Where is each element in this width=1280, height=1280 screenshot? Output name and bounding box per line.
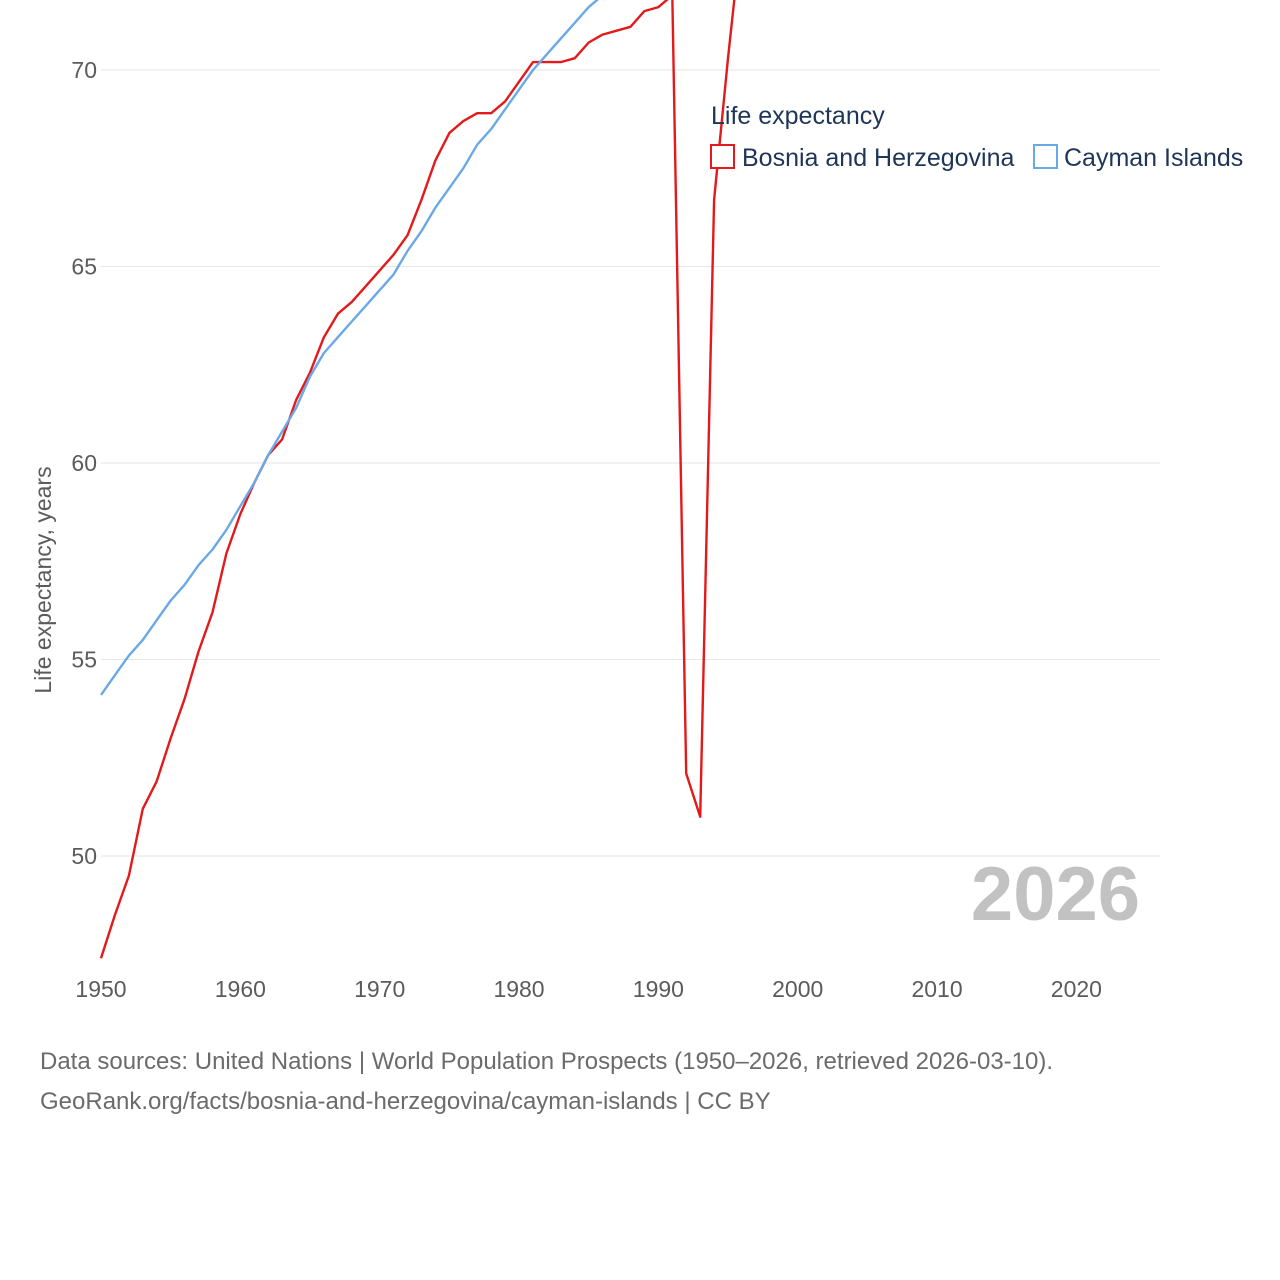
x-tick-label: 2020 <box>1051 976 1102 1002</box>
source-link[interactable]: GeoRank.org/facts/bosnia-and-herzegovina… <box>40 1088 771 1115</box>
y-tick-label: 65 <box>71 254 97 280</box>
y-tick-label: 55 <box>71 647 97 673</box>
life-expectancy-chart: 50556065707580 1950196019701980199020002… <box>30 0 1243 1002</box>
legend-title: Life expectancy <box>711 102 885 130</box>
series-line-bosnia <box>99 0 736 959</box>
series-line-cayman <box>100 0 599 696</box>
legend-item-bosnia[interactable]: Bosnia and Herzegovina <box>710 144 1014 172</box>
y-tick-label: 60 <box>71 450 97 476</box>
legend-swatch-cayman <box>1033 144 1058 169</box>
y-axis-label: Life expectancy, years <box>30 466 56 693</box>
legend-item-cayman[interactable]: Cayman Islands <box>1033 144 1243 172</box>
series-lines <box>99 0 736 959</box>
legend-label-cayman: Cayman Islands <box>1064 144 1243 172</box>
grid-lines <box>101 69 1160 857</box>
x-tick-label: 2000 <box>772 976 823 1002</box>
x-tick-label: 1950 <box>75 976 126 1002</box>
y-tick-label: 50 <box>71 843 97 869</box>
x-tick-label: 1970 <box>354 976 405 1002</box>
x-tick-label: 2010 <box>911 976 962 1002</box>
x-tick-label: 1990 <box>633 976 684 1002</box>
x-axis-ticks: 1950 1960 1970 1980 1990 2000 2010 2020 <box>75 976 1102 1002</box>
legend-label-bosnia: Bosnia and Herzegovina <box>742 144 1014 172</box>
x-tick-label: 1960 <box>215 976 266 1002</box>
data-sources-text: Data sources: United Nations | World Pop… <box>40 1048 1054 1075</box>
x-tick-label: 1980 <box>493 976 544 1002</box>
y-axis-ticks: 50556065707580 <box>71 57 97 869</box>
legend: Life expectancy Bosnia and Herzegovina C… <box>710 102 1243 172</box>
footer: Data sources: United Nations | World Pop… <box>40 1042 1053 1122</box>
current-year-watermark: 2026 <box>971 852 1140 937</box>
legend-swatch-bosnia <box>710 144 735 169</box>
y-tick-label: 70 <box>71 57 97 83</box>
